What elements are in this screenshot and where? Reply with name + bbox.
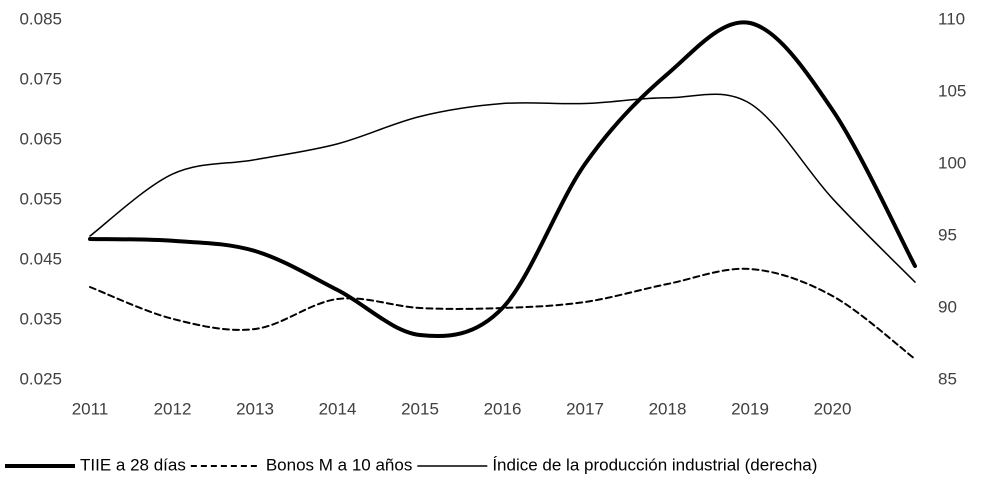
series-line	[89, 93, 916, 283]
legend-label: Bonos M a 10 años	[266, 455, 412, 474]
x-tick-label: 2016	[484, 399, 522, 418]
y-tick-label: 0.065	[19, 129, 62, 148]
series-line	[89, 267, 916, 360]
y2-tick-label: 90	[938, 297, 957, 316]
x-tick-label: 2018	[649, 399, 687, 418]
x-tick-label: 2014	[319, 399, 357, 418]
x-tick-label: 2019	[731, 399, 769, 418]
x-tick-label: 2015	[401, 399, 439, 418]
y-tick-label: 0.085	[19, 9, 62, 28]
y2-tick-label: 95	[938, 225, 957, 244]
series-line	[88, 20, 917, 339]
y2-tick-label: 100	[938, 153, 966, 172]
y-tick-label: 0.035	[19, 309, 62, 328]
y2-tick-label: 110	[938, 9, 965, 28]
x-tick-label: 2012	[154, 399, 192, 418]
legend-label: TIIE a 28 días	[80, 455, 186, 474]
y-tick-label: 0.045	[19, 249, 62, 268]
y-tick-label: 0.075	[19, 69, 62, 88]
x-tick-label: 2013	[236, 399, 274, 418]
y-tick-label: 0.055	[19, 189, 62, 208]
legend-label: Índice de la producción industrial (dere…	[492, 455, 817, 474]
y2-tick-label: 105	[938, 81, 966, 100]
x-tick-label: 2020	[814, 399, 852, 418]
y-tick-label: 0.025	[19, 369, 62, 388]
y2-tick-label: 85	[938, 369, 957, 388]
x-tick-label: 2011	[72, 399, 109, 418]
x-tick-label: 2017	[566, 399, 604, 418]
